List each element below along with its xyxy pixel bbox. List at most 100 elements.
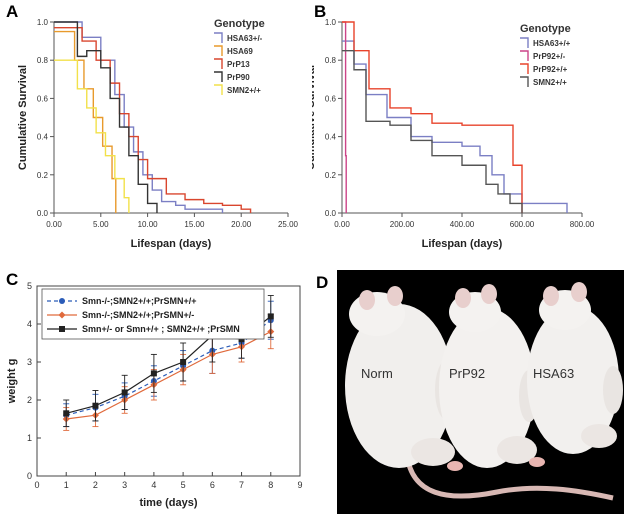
x-tick-label: 4: [151, 480, 156, 490]
y-tick-label: 0.8: [325, 56, 337, 65]
legend-label: SMN2+/+: [227, 86, 261, 95]
y-axis-title: Cumulative Survival: [17, 65, 29, 170]
legend-label: PrP13: [227, 60, 250, 69]
x-tick-label: 15.00: [184, 220, 205, 229]
y-tick-label: 0.2: [325, 171, 337, 180]
mouse-label-hsa63: HSA63: [533, 366, 574, 381]
series-line-PrP90: [54, 21, 158, 213]
survival-chart-a: 0.00 5.00 10.00 15.00 20.00 25.00 0.0 0.2 0.4 0.6…: [17, 18, 299, 250]
x-tick-label: 0: [34, 480, 39, 490]
panel-b: B 0.00 200.00 400.00 600.00 800.00 0.0 0.2 0.4 0…: [305, 0, 624, 262]
legend-label: HSA63+/-: [227, 34, 263, 43]
y-tick-label: 0.2: [37, 171, 49, 180]
y-tick-label: 0.4: [37, 133, 49, 142]
y-tick-label: 1.0: [325, 18, 337, 27]
panel-a: A 0.00 5.00 10.00 15.00 20.00 25.00 0.0 0.2 0.4 0…: [0, 0, 312, 262]
y-tick-label: 1.0: [37, 18, 49, 27]
data-point: [180, 359, 187, 365]
series-line-1: [66, 319, 272, 416]
x-tick-label: 9: [297, 480, 302, 490]
y-tick-label: 0.0: [325, 209, 337, 218]
y-tick-label: 0.6: [325, 94, 337, 103]
mice-photo: Norm PrP92 HSA63: [337, 270, 624, 514]
legend-label: SMN2+/+: [533, 78, 567, 87]
legend-swatch: [520, 63, 529, 74]
y-tick-label: 3: [27, 357, 32, 367]
x-tick-label: 3: [122, 480, 127, 490]
legend-label: HSA63+/+: [533, 39, 571, 48]
x-tick-label: 400.00: [450, 220, 475, 229]
legend-label: HSA69: [227, 47, 253, 56]
y-tick-label: 4: [27, 319, 32, 329]
data-point: [92, 402, 99, 409]
data-point: [63, 410, 70, 417]
x-tick-label: 200.00: [390, 220, 415, 229]
series-line-HSA69: [54, 30, 117, 213]
data-point: [121, 389, 128, 396]
y-tick-label: 5: [27, 281, 32, 291]
legend-label: Smn-/-;SMN2+/+;PrSMN+/-: [82, 310, 194, 320]
legend-swatch: [214, 45, 223, 56]
x-tick-label: 10.00: [138, 220, 159, 229]
x-tick-label: 1: [64, 480, 69, 490]
mouse-label-prp92: PrP92: [449, 366, 485, 381]
legend-label: PrP92+/-: [533, 52, 566, 61]
mouse-hsa63: [527, 282, 623, 454]
x-axis-title: Lifespan (days): [131, 238, 212, 250]
legend-box: [41, 288, 265, 340]
mice-illustration: Norm PrP92 HSA63: [345, 282, 623, 501]
panel-label-d: D: [316, 273, 329, 292]
weight-chart-c: 0 1 2 3 4 5 6 7 8 9 0 1 2 3 4 5 time (days) weight g Smn-/…: [6, 281, 303, 509]
y-tick-label: 0.4: [325, 133, 337, 142]
x-tick-label: 0.00: [46, 220, 62, 229]
x-axis-title: time (days): [139, 497, 197, 509]
x-tick-label: 8: [268, 480, 273, 490]
legend-marker: [59, 326, 65, 332]
y-tick-label: 2: [27, 395, 32, 405]
y-tick-label: 1: [27, 433, 32, 443]
plot-frame: [36, 285, 301, 477]
legend-swatch: [520, 76, 529, 87]
panel-c: C 0 1 2 3 4 5 6 7 8 9 0 1 2 3 4 5 time (days) weight g Smn…: [0, 264, 336, 514]
mouse-label-norm: Norm: [361, 366, 393, 381]
panel-label-c: C: [6, 270, 19, 289]
legend-swatch: [520, 50, 529, 61]
series-line-2: [66, 331, 272, 420]
y-axis-title: Cumulative Survival: [312, 65, 317, 170]
legend-swatch: [520, 37, 529, 48]
x-tick-label: 600.00: [510, 220, 535, 229]
legend-marker: [58, 311, 66, 319]
mouse-tail: [404, 454, 614, 501]
legend-title: Genotype: [520, 23, 571, 35]
data-point: [267, 313, 274, 320]
legend-swatch: [214, 84, 223, 95]
series-line-SMN2+/+: [54, 59, 130, 213]
x-tick-label: 0.00: [334, 220, 350, 229]
legend-swatch: [214, 71, 223, 82]
panel-label-a: A: [6, 2, 19, 21]
legend-swatch: [214, 32, 223, 43]
legend-label: Smn-/-;SMN2+/+;PrSMN+/+: [82, 296, 197, 306]
legend-label: PrP90: [227, 73, 250, 82]
x-tick-label: 25.00: [278, 220, 299, 229]
y-axis-title: weight g: [6, 359, 18, 405]
x-tick-label: 2: [93, 480, 98, 490]
legend-label: PrP92+/+: [533, 65, 568, 74]
legend-marker: [59, 298, 65, 304]
legend-title: Genotype: [214, 18, 265, 30]
y-tick-label: 0.8: [37, 56, 49, 65]
y-tick-label: 0: [27, 471, 32, 481]
x-axis-title: Lifespan (days): [422, 238, 503, 250]
y-tick-label: 0.6: [37, 94, 49, 103]
x-tick-label: 5: [181, 480, 186, 490]
x-tick-label: 5.00: [93, 220, 109, 229]
panel-label-b: B: [314, 2, 327, 21]
x-tick-label: 6: [210, 480, 215, 490]
survival-chart-b: 0.00 200.00 400.00 600.00 800.00 0.0 0.2 0.4 0.6…: [305, 18, 595, 250]
x-tick-label: 7: [239, 480, 244, 490]
legend-label: Smn+/- or Smn+/+ ; SMN2+/+ ;PrSMN: [82, 324, 240, 334]
series-line-SMN2+/+: [342, 49, 523, 213]
x-tick-label: 20.00: [231, 220, 252, 229]
data-point: [150, 370, 157, 377]
legend-swatch: [214, 58, 223, 69]
